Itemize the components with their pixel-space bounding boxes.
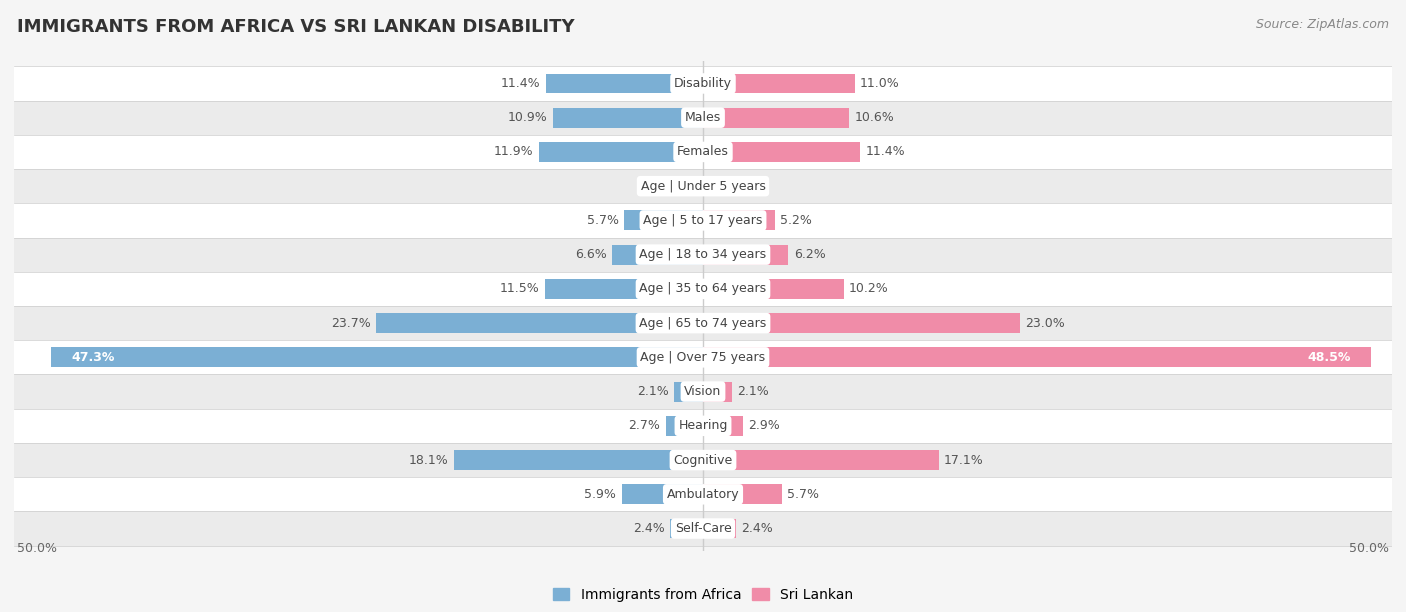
Text: 11.4%: 11.4% xyxy=(501,77,540,90)
Bar xyxy=(703,484,782,504)
Text: Age | 35 to 64 years: Age | 35 to 64 years xyxy=(640,282,766,296)
Text: 18.1%: 18.1% xyxy=(408,453,449,466)
Text: 11.9%: 11.9% xyxy=(494,146,533,159)
Text: 50.0%: 50.0% xyxy=(17,542,56,555)
FancyBboxPatch shape xyxy=(14,66,1392,100)
Text: 5.7%: 5.7% xyxy=(586,214,619,227)
FancyBboxPatch shape xyxy=(14,169,1392,203)
FancyBboxPatch shape xyxy=(14,443,1392,477)
Text: 10.6%: 10.6% xyxy=(855,111,894,124)
Text: Hearing: Hearing xyxy=(678,419,728,432)
FancyBboxPatch shape xyxy=(14,409,1392,443)
Text: 11.5%: 11.5% xyxy=(499,282,538,296)
Bar xyxy=(686,176,703,196)
Text: 23.0%: 23.0% xyxy=(1025,316,1066,330)
FancyBboxPatch shape xyxy=(14,272,1392,306)
Text: 2.4%: 2.4% xyxy=(633,522,665,535)
Bar xyxy=(377,313,703,333)
Text: 2.1%: 2.1% xyxy=(738,385,769,398)
Bar xyxy=(538,142,703,162)
Text: Cognitive: Cognitive xyxy=(673,453,733,466)
Bar xyxy=(624,211,703,230)
Text: 5.9%: 5.9% xyxy=(585,488,616,501)
Bar xyxy=(546,73,703,94)
Bar xyxy=(454,450,703,470)
Text: 2.7%: 2.7% xyxy=(628,419,661,432)
Text: 10.2%: 10.2% xyxy=(849,282,889,296)
FancyBboxPatch shape xyxy=(14,237,1392,272)
Text: 6.6%: 6.6% xyxy=(575,248,606,261)
Text: Disability: Disability xyxy=(673,77,733,90)
FancyBboxPatch shape xyxy=(14,203,1392,237)
Bar xyxy=(703,108,849,128)
Bar xyxy=(703,518,737,539)
Bar xyxy=(703,142,860,162)
Text: 11.0%: 11.0% xyxy=(860,77,900,90)
Text: 23.7%: 23.7% xyxy=(332,316,371,330)
Bar xyxy=(621,484,703,504)
Bar xyxy=(544,279,703,299)
Bar xyxy=(703,245,789,264)
Legend: Immigrants from Africa, Sri Lankan: Immigrants from Africa, Sri Lankan xyxy=(547,583,859,608)
FancyBboxPatch shape xyxy=(14,340,1392,375)
FancyBboxPatch shape xyxy=(14,100,1392,135)
Bar xyxy=(666,416,703,436)
Text: Females: Females xyxy=(678,146,728,159)
Text: 17.1%: 17.1% xyxy=(945,453,984,466)
Bar xyxy=(703,313,1019,333)
Text: 11.4%: 11.4% xyxy=(866,146,905,159)
Text: Age | 18 to 34 years: Age | 18 to 34 years xyxy=(640,248,766,261)
Text: 47.3%: 47.3% xyxy=(72,351,115,364)
Text: 6.2%: 6.2% xyxy=(794,248,825,261)
FancyBboxPatch shape xyxy=(14,306,1392,340)
Bar xyxy=(703,450,939,470)
Bar xyxy=(51,348,703,367)
Text: Age | Over 75 years: Age | Over 75 years xyxy=(641,351,765,364)
Bar xyxy=(703,279,844,299)
Text: Age | 65 to 74 years: Age | 65 to 74 years xyxy=(640,316,766,330)
Bar xyxy=(703,416,742,436)
Text: Age | 5 to 17 years: Age | 5 to 17 years xyxy=(644,214,762,227)
Bar xyxy=(703,211,775,230)
FancyBboxPatch shape xyxy=(14,375,1392,409)
Text: Males: Males xyxy=(685,111,721,124)
Bar xyxy=(612,245,703,264)
FancyBboxPatch shape xyxy=(14,477,1392,512)
Bar xyxy=(703,382,733,401)
Text: 10.9%: 10.9% xyxy=(508,111,547,124)
Text: IMMIGRANTS FROM AFRICA VS SRI LANKAN DISABILITY: IMMIGRANTS FROM AFRICA VS SRI LANKAN DIS… xyxy=(17,18,575,36)
Bar xyxy=(673,382,703,401)
FancyBboxPatch shape xyxy=(14,135,1392,169)
Text: 5.2%: 5.2% xyxy=(780,214,813,227)
Text: Ambulatory: Ambulatory xyxy=(666,488,740,501)
Text: 2.1%: 2.1% xyxy=(637,385,669,398)
Bar xyxy=(703,73,855,94)
Text: 1.1%: 1.1% xyxy=(724,180,755,193)
Text: Source: ZipAtlas.com: Source: ZipAtlas.com xyxy=(1256,18,1389,31)
Text: 1.2%: 1.2% xyxy=(650,180,681,193)
Text: 5.7%: 5.7% xyxy=(787,488,820,501)
Text: 48.5%: 48.5% xyxy=(1308,351,1351,364)
Text: 50.0%: 50.0% xyxy=(1350,542,1389,555)
Text: Vision: Vision xyxy=(685,385,721,398)
Text: 2.4%: 2.4% xyxy=(741,522,773,535)
Bar xyxy=(553,108,703,128)
Text: Age | Under 5 years: Age | Under 5 years xyxy=(641,180,765,193)
Bar xyxy=(703,348,1371,367)
FancyBboxPatch shape xyxy=(14,512,1392,546)
Text: Self-Care: Self-Care xyxy=(675,522,731,535)
Bar xyxy=(669,518,703,539)
Bar xyxy=(703,176,718,196)
Text: 2.9%: 2.9% xyxy=(748,419,780,432)
